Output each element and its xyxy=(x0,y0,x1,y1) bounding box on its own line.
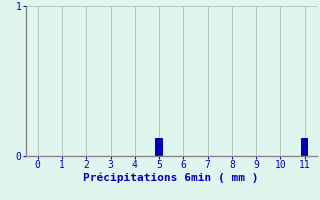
Bar xyxy=(156,138,163,156)
X-axis label: Précipitations 6min ( mm ): Précipitations 6min ( mm ) xyxy=(84,173,259,183)
Bar xyxy=(301,138,308,156)
